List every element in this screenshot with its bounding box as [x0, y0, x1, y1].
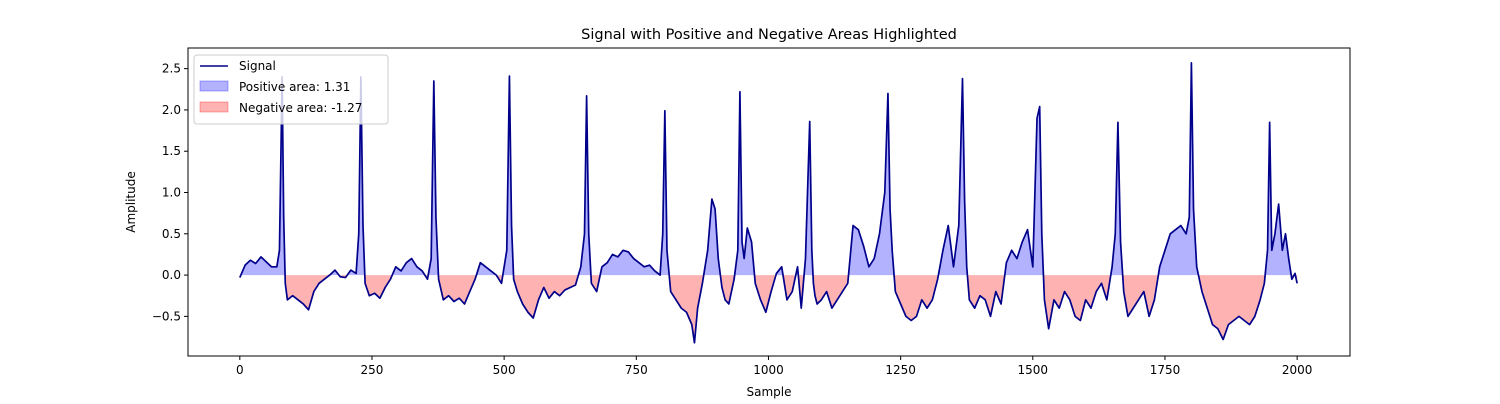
y-axis-label: Amplitude [124, 171, 138, 233]
y-tick-label: 2.0 [162, 103, 181, 117]
x-tick-label: 1750 [1150, 363, 1181, 377]
y-tick-label: −0.5 [152, 309, 181, 323]
negative-area-fill [239, 275, 1298, 343]
x-axis-label: Sample [747, 385, 792, 399]
x-tick-label: 750 [625, 363, 648, 377]
legend-positive-swatch [199, 80, 229, 92]
x-tick-label: 2000 [1282, 363, 1313, 377]
legend-box [193, 54, 389, 125]
y-tick-label: 1.5 [162, 144, 181, 158]
y-tick-label: 2.5 [162, 62, 181, 76]
x-tick-label: 500 [493, 363, 516, 377]
x-tick-label: 1250 [885, 363, 916, 377]
positive-area-fill [239, 62, 1298, 276]
x-tick-label: 1000 [753, 363, 784, 377]
plot-frame [187, 47, 1351, 357]
x-tick-label: 250 [361, 363, 384, 377]
plot-area [239, 62, 1298, 344]
y-axis: −0.5 0.0 0.5 1.0 1.5 2.0 2.5 [152, 62, 188, 323]
y-tick-label: 0.5 [162, 227, 181, 241]
y-tick-label: 0.0 [162, 268, 181, 282]
legend-signal-label: Signal [239, 59, 276, 73]
x-tick-label: 1500 [1018, 363, 1049, 377]
legend-negative-swatch [199, 101, 229, 113]
signal-line [239, 62, 1298, 344]
legend-positive-label: Positive area: 1.31 [239, 80, 350, 94]
legend: Signal Positive area: 1.31 Negative area… [193, 54, 389, 125]
x-tick-label: 0 [236, 363, 244, 377]
y-tick-label: 1.0 [162, 186, 181, 200]
chart-title: Signal with Positive and Negative Areas … [581, 27, 957, 43]
legend-negative-label: Negative area: -1.27 [239, 101, 362, 115]
x-axis: 0 250 500 750 1000 1250 1500 1750 2000 [236, 356, 1312, 377]
